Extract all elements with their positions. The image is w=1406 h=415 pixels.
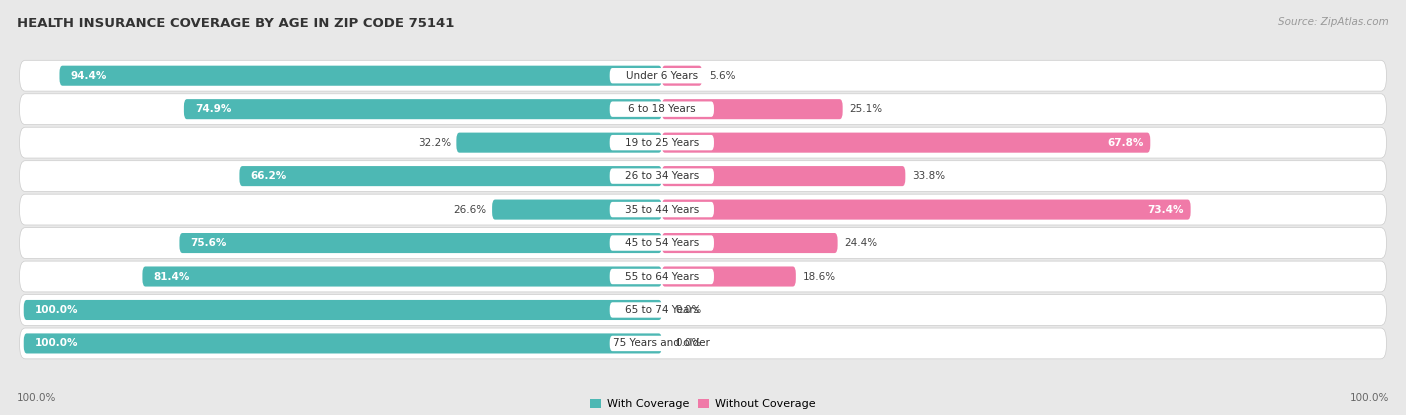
FancyBboxPatch shape xyxy=(610,102,714,117)
Legend: With Coverage, Without Coverage: With Coverage, Without Coverage xyxy=(591,399,815,410)
Text: 100.0%: 100.0% xyxy=(17,393,56,403)
FancyBboxPatch shape xyxy=(662,166,905,186)
Text: 66.2%: 66.2% xyxy=(250,171,287,181)
FancyBboxPatch shape xyxy=(142,266,662,286)
Text: 100.0%: 100.0% xyxy=(35,305,79,315)
FancyBboxPatch shape xyxy=(662,266,796,286)
Text: 100.0%: 100.0% xyxy=(1350,393,1389,403)
Text: 0.0%: 0.0% xyxy=(675,339,702,349)
Text: 0.0%: 0.0% xyxy=(675,305,702,315)
FancyBboxPatch shape xyxy=(457,133,662,153)
FancyBboxPatch shape xyxy=(662,66,702,86)
Text: 33.8%: 33.8% xyxy=(912,171,945,181)
Text: 74.9%: 74.9% xyxy=(195,104,231,114)
FancyBboxPatch shape xyxy=(24,333,662,354)
FancyBboxPatch shape xyxy=(59,66,662,86)
FancyBboxPatch shape xyxy=(610,235,714,251)
FancyBboxPatch shape xyxy=(20,60,1386,91)
Text: 100.0%: 100.0% xyxy=(35,339,79,349)
Text: 75.6%: 75.6% xyxy=(190,238,226,248)
FancyBboxPatch shape xyxy=(20,194,1386,225)
Text: 75 Years and older: 75 Years and older xyxy=(613,339,710,349)
Text: 5.6%: 5.6% xyxy=(709,71,735,81)
Text: 94.4%: 94.4% xyxy=(70,71,107,81)
FancyBboxPatch shape xyxy=(20,161,1386,191)
FancyBboxPatch shape xyxy=(20,228,1386,259)
FancyBboxPatch shape xyxy=(662,133,1150,153)
FancyBboxPatch shape xyxy=(610,269,714,284)
FancyBboxPatch shape xyxy=(24,300,662,320)
Text: Source: ZipAtlas.com: Source: ZipAtlas.com xyxy=(1278,17,1389,27)
Text: 73.4%: 73.4% xyxy=(1147,205,1184,215)
Text: 55 to 64 Years: 55 to 64 Years xyxy=(624,271,699,281)
FancyBboxPatch shape xyxy=(610,202,714,217)
FancyBboxPatch shape xyxy=(184,99,662,119)
FancyBboxPatch shape xyxy=(662,99,842,119)
Text: 6 to 18 Years: 6 to 18 Years xyxy=(628,104,696,114)
Text: 65 to 74 Years: 65 to 74 Years xyxy=(624,305,699,315)
Text: 67.8%: 67.8% xyxy=(1107,138,1143,148)
Text: 81.4%: 81.4% xyxy=(153,271,190,281)
FancyBboxPatch shape xyxy=(239,166,662,186)
FancyBboxPatch shape xyxy=(20,127,1386,158)
Text: 26.6%: 26.6% xyxy=(454,205,486,215)
FancyBboxPatch shape xyxy=(610,336,714,351)
FancyBboxPatch shape xyxy=(492,200,662,220)
Text: 45 to 54 Years: 45 to 54 Years xyxy=(624,238,699,248)
Text: HEALTH INSURANCE COVERAGE BY AGE IN ZIP CODE 75141: HEALTH INSURANCE COVERAGE BY AGE IN ZIP … xyxy=(17,17,454,29)
FancyBboxPatch shape xyxy=(20,295,1386,325)
Text: 32.2%: 32.2% xyxy=(418,138,451,148)
FancyBboxPatch shape xyxy=(662,200,1191,220)
Text: 24.4%: 24.4% xyxy=(845,238,877,248)
Text: 25.1%: 25.1% xyxy=(849,104,883,114)
FancyBboxPatch shape xyxy=(610,135,714,150)
FancyBboxPatch shape xyxy=(662,233,838,253)
Text: 18.6%: 18.6% xyxy=(803,271,835,281)
Text: Under 6 Years: Under 6 Years xyxy=(626,71,697,81)
Text: 35 to 44 Years: 35 to 44 Years xyxy=(624,205,699,215)
FancyBboxPatch shape xyxy=(20,328,1386,359)
FancyBboxPatch shape xyxy=(610,302,714,317)
Text: 19 to 25 Years: 19 to 25 Years xyxy=(624,138,699,148)
Text: 26 to 34 Years: 26 to 34 Years xyxy=(624,171,699,181)
FancyBboxPatch shape xyxy=(610,168,714,184)
FancyBboxPatch shape xyxy=(610,68,714,83)
FancyBboxPatch shape xyxy=(180,233,662,253)
FancyBboxPatch shape xyxy=(20,261,1386,292)
FancyBboxPatch shape xyxy=(20,94,1386,124)
